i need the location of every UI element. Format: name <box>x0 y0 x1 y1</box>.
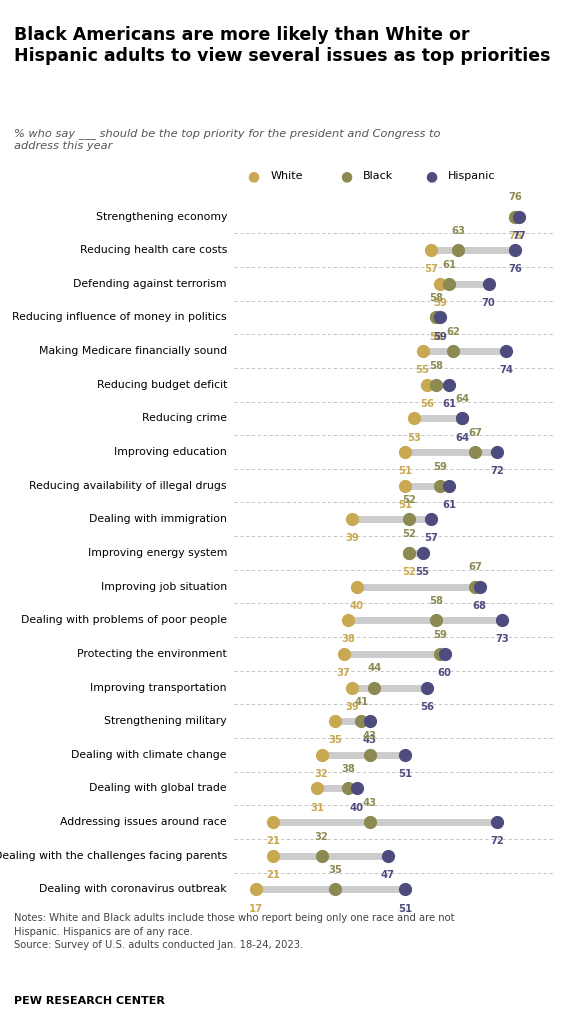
Text: 32: 32 <box>315 831 328 842</box>
Text: Reducing crime: Reducing crime <box>142 414 227 423</box>
Text: 58: 58 <box>429 332 443 342</box>
Text: 61: 61 <box>442 260 456 269</box>
Text: 31: 31 <box>310 803 324 813</box>
Text: White: White <box>270 171 303 181</box>
Text: 59: 59 <box>434 298 447 308</box>
Text: 32: 32 <box>315 769 328 779</box>
Text: 60: 60 <box>437 668 452 678</box>
Text: 64: 64 <box>455 432 470 442</box>
Text: 51: 51 <box>398 903 412 913</box>
Text: 35: 35 <box>328 735 342 745</box>
Text: Hispanic: Hispanic <box>448 171 495 181</box>
Text: 21: 21 <box>266 837 280 846</box>
Text: % who say ___ should be the top priority for the president and Congress to
addre: % who say ___ should be the top priority… <box>14 128 441 152</box>
Text: Strengthening economy: Strengthening economy <box>96 212 227 221</box>
Text: 64: 64 <box>455 394 470 404</box>
Text: 51: 51 <box>398 466 412 476</box>
Text: 51: 51 <box>398 769 412 779</box>
Text: 74: 74 <box>499 366 513 375</box>
Text: Dealing with problems of poor people: Dealing with problems of poor people <box>21 615 227 626</box>
Text: Defending against terrorism: Defending against terrorism <box>73 279 227 289</box>
Text: 56: 56 <box>420 399 434 409</box>
Text: 57: 57 <box>425 534 439 544</box>
Text: Black: Black <box>363 171 394 181</box>
Text: 47: 47 <box>381 870 395 880</box>
Text: 17: 17 <box>249 903 262 913</box>
Text: 37: 37 <box>337 668 350 678</box>
Text: 73: 73 <box>495 635 509 644</box>
Text: 63: 63 <box>451 226 465 236</box>
Text: 40: 40 <box>350 803 364 813</box>
Text: 72: 72 <box>490 837 504 846</box>
Text: 76: 76 <box>508 230 522 241</box>
Text: 57: 57 <box>425 264 439 274</box>
Text: Dealing with climate change: Dealing with climate change <box>72 750 227 760</box>
Text: Dealing with immigration: Dealing with immigration <box>89 514 227 524</box>
Text: 59: 59 <box>434 630 447 640</box>
Text: 72: 72 <box>490 466 504 476</box>
Text: 53: 53 <box>407 432 421 442</box>
Text: 52: 52 <box>403 496 417 505</box>
Text: Making Medicare financially sound: Making Medicare financially sound <box>39 346 227 356</box>
Text: Reducing budget deficit: Reducing budget deficit <box>96 380 227 390</box>
Text: Protecting the environment: Protecting the environment <box>77 649 227 658</box>
Text: Dealing with global trade: Dealing with global trade <box>90 783 227 794</box>
Text: 55: 55 <box>415 366 430 375</box>
Text: PEW RESEARCH CENTER: PEW RESEARCH CENTER <box>14 995 165 1006</box>
Text: 56: 56 <box>420 701 434 712</box>
Text: 43: 43 <box>363 735 377 745</box>
Text: 76: 76 <box>508 193 522 203</box>
Text: Improving education: Improving education <box>114 447 227 457</box>
Text: 61: 61 <box>442 500 456 510</box>
Text: 43: 43 <box>363 731 377 740</box>
Text: 35: 35 <box>328 865 342 876</box>
Text: 39: 39 <box>346 534 359 544</box>
Text: Reducing influence of money in politics: Reducing influence of money in politics <box>12 312 227 323</box>
Text: 39: 39 <box>346 701 359 712</box>
Text: Notes: White and Black adults include those who report being only one race and a: Notes: White and Black adults include th… <box>14 913 454 950</box>
Text: 41: 41 <box>354 697 368 707</box>
Text: 58: 58 <box>429 360 443 371</box>
Text: 61: 61 <box>442 399 456 409</box>
Text: ●: ● <box>248 169 260 183</box>
Text: 59: 59 <box>434 332 447 342</box>
Text: Reducing health care costs: Reducing health care costs <box>79 245 227 255</box>
Text: 59: 59 <box>434 462 447 471</box>
Text: Reducing availability of illegal drugs: Reducing availability of illegal drugs <box>29 480 227 490</box>
Text: 44: 44 <box>367 664 382 674</box>
Text: 76: 76 <box>508 264 522 274</box>
Text: 52: 52 <box>403 567 417 578</box>
Text: 40: 40 <box>350 601 364 610</box>
Text: Strengthening military: Strengthening military <box>104 716 227 726</box>
Text: 51: 51 <box>398 500 412 510</box>
Text: 62: 62 <box>446 327 461 337</box>
Text: 68: 68 <box>473 601 487 610</box>
Text: Improving transportation: Improving transportation <box>91 683 227 692</box>
Text: Black Americans are more likely than White or
Hispanic adults to view several is: Black Americans are more likely than Whi… <box>14 26 551 66</box>
Text: 55: 55 <box>415 567 430 578</box>
Text: Improving energy system: Improving energy system <box>87 548 227 558</box>
Text: 67: 67 <box>468 562 482 572</box>
Text: 77: 77 <box>512 230 526 241</box>
Text: 38: 38 <box>341 764 355 774</box>
Text: 70: 70 <box>482 298 495 308</box>
Text: ●: ● <box>341 169 353 183</box>
Text: 21: 21 <box>266 870 280 880</box>
Text: 52: 52 <box>403 528 417 539</box>
Text: 38: 38 <box>341 635 355 644</box>
Text: Dealing with coronavirus outbreak: Dealing with coronavirus outbreak <box>39 885 227 894</box>
Text: 67: 67 <box>468 428 482 438</box>
Text: 58: 58 <box>429 293 443 303</box>
Text: Addressing issues around race: Addressing issues around race <box>60 817 227 827</box>
Text: ●: ● <box>425 169 437 183</box>
Text: Improving job situation: Improving job situation <box>101 582 227 592</box>
Text: 58: 58 <box>429 596 443 606</box>
Text: 43: 43 <box>363 798 377 808</box>
Text: Dealing with the challenges facing parents: Dealing with the challenges facing paren… <box>0 851 227 861</box>
